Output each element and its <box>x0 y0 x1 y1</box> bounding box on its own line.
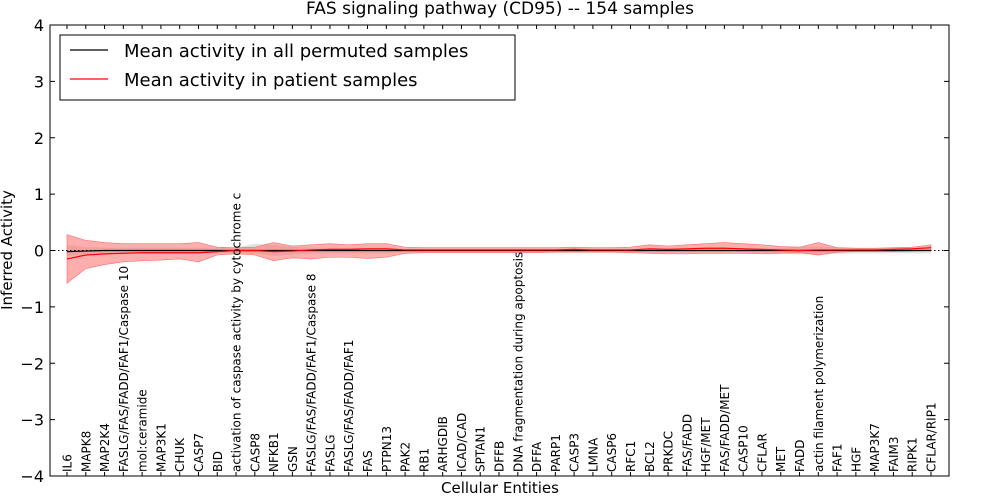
x-tick-label: FAS/FADD <box>680 414 694 472</box>
x-tick-label: DFFA <box>530 441 544 472</box>
x-tick-label: actin filament polymerization <box>812 296 826 472</box>
x-tick-label: CASP8 <box>248 433 262 472</box>
x-tick-label: RFC1 <box>624 441 638 472</box>
patient-mean-line <box>66 247 932 260</box>
x-tick-label: activation of caspase activity by cytoch… <box>230 193 244 472</box>
series-lines <box>50 247 949 260</box>
x-axis: IL6 MAPK8 MAP2K4 FASLG/FAS/FADD/FAF1/Caspas… <box>61 25 939 476</box>
x-tick-label: CFLAR/RIP1 <box>925 402 939 472</box>
x-tick-label: FASLG/FAS/FADD/FAF1 <box>342 340 356 472</box>
y-tick-label: −1 <box>20 298 44 317</box>
x-tick-label: FAF1 <box>831 443 845 472</box>
x-tick-label: SPTAN1 <box>474 426 488 472</box>
x-tick-label: LMNA <box>586 437 600 472</box>
legend: Mean activity in all permuted samples Me… <box>59 34 516 101</box>
y-axis: −4 −3 −2 −1 0 1 2 3 4 <box>20 16 949 486</box>
x-tick-label: CASP7 <box>192 433 206 472</box>
legend-label-permuted: Mean activity in all permuted samples <box>124 41 468 62</box>
x-tick-label: FAIM3 <box>887 436 901 472</box>
x-tick-label: IL6 <box>61 454 75 472</box>
x-tick-label: FAS/FADD/MET <box>718 384 732 472</box>
y-tick-label: 2 <box>34 129 44 148</box>
x-tick-label: FASLG <box>323 434 337 472</box>
x-tick-label: FASLG/FAS/FADD/FAF1/Caspase 10 <box>117 266 131 472</box>
x-tick-label: MAP2K4 <box>98 423 112 472</box>
y-tick-label: −3 <box>20 411 44 430</box>
x-tick-label: NFKB1 <box>267 432 281 472</box>
plot-frame <box>49 24 950 477</box>
x-tick-label: FAS <box>361 450 375 472</box>
x-tick-label: FASLG/FAS/FADD/FAF1/Caspase 8 <box>305 273 319 472</box>
x-tick-label: BCL2 <box>643 441 657 472</box>
x-tick-label: RB1 <box>417 448 431 472</box>
x-tick-label: CFLAR <box>755 433 769 472</box>
x-tick-label: CASP6 <box>605 433 619 472</box>
y-tick-label: −2 <box>20 354 44 373</box>
x-tick-label: PTPN13 <box>380 426 394 472</box>
y-tick-label: 1 <box>34 185 44 204</box>
x-tick-label: ICAD/CAD <box>455 413 469 472</box>
x-tick-label: RIPK1 <box>906 437 920 472</box>
y-tick-label: 0 <box>34 242 44 261</box>
y-tick-label: −4 <box>20 467 44 486</box>
x-tick-label: HGF <box>849 447 863 472</box>
y-axis-label: Inferred Activity <box>0 190 16 310</box>
x-tick-label: MAPK8 <box>79 431 93 472</box>
x-tick-label: MET <box>774 446 788 472</box>
x-tick-label: MAP3K1 <box>154 423 168 472</box>
legend-box <box>59 34 516 101</box>
legend-label-patient: Mean activity in patient samples <box>124 70 418 91</box>
x-axis-label: Cellular Entities <box>441 479 559 497</box>
x-tick-label: PRKDC <box>662 431 676 472</box>
x-tick-label: MAP3K7 <box>868 423 882 472</box>
x-tick-label: BID <box>211 451 225 472</box>
x-tick-label: FADD <box>793 440 807 473</box>
y-tick-label: 4 <box>34 16 44 35</box>
x-tick-label: CASP10 <box>737 425 751 472</box>
x-tick-label: CHUK <box>173 437 187 472</box>
x-tick-label: ARHGDIB <box>436 416 450 472</box>
x-tick-label: PARP1 <box>549 434 563 472</box>
y-tick-label: 3 <box>34 72 44 91</box>
x-tick-label: CASP3 <box>568 433 582 472</box>
x-tick-label: GSN <box>286 446 300 472</box>
x-tick-label: PAK2 <box>399 442 413 472</box>
chart-title: FAS signaling pathway (CD95) -- 154 samp… <box>306 0 694 19</box>
x-tick-label: DNA fragmentation during apoptosis <box>511 252 525 472</box>
x-tick-label: HGF/MET <box>699 417 713 472</box>
x-tick-label: mol:ceramide <box>136 389 150 472</box>
x-tick-label: DFFB <box>493 441 507 472</box>
